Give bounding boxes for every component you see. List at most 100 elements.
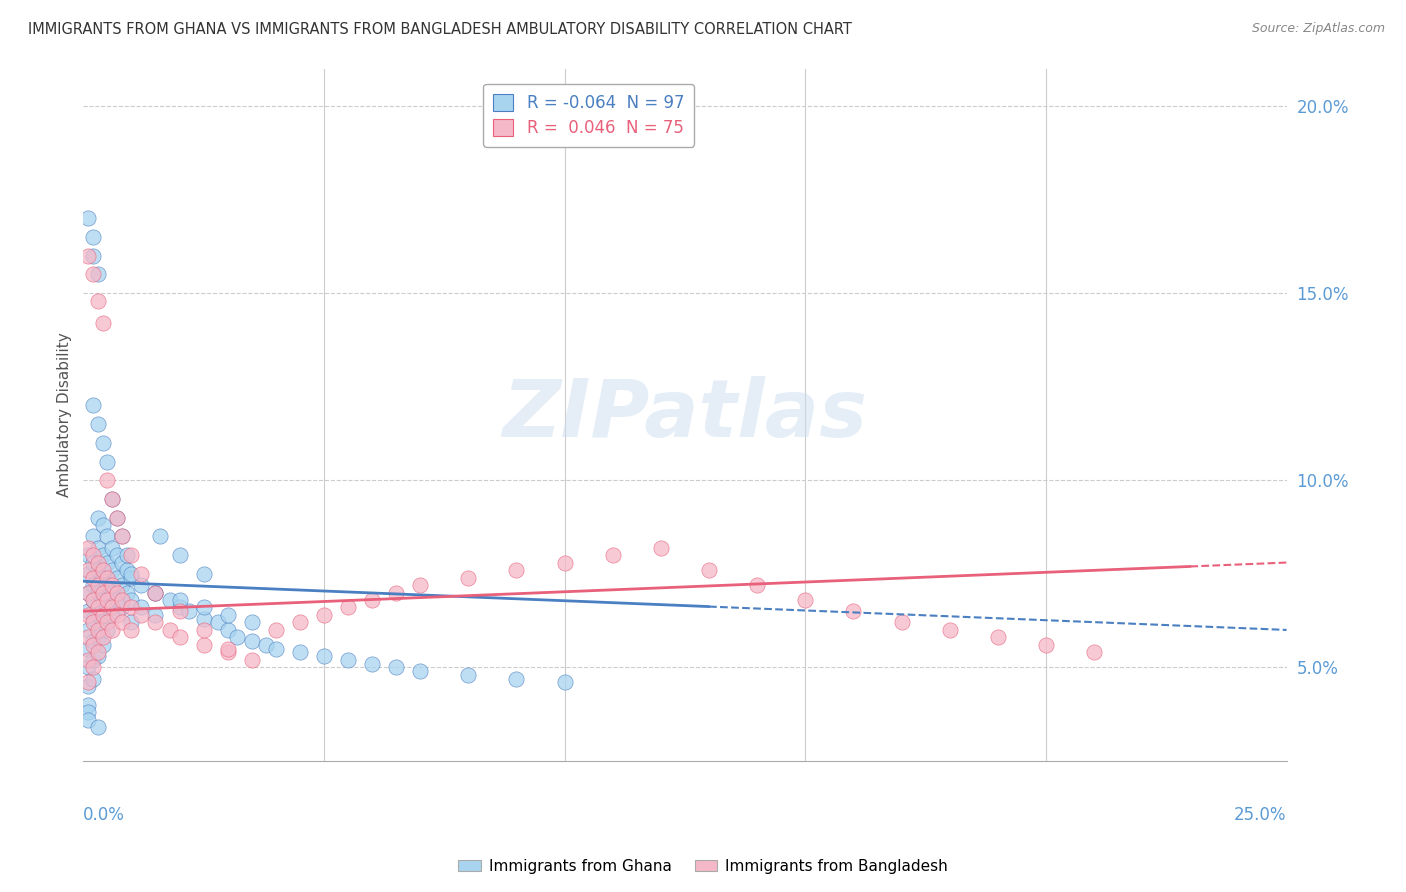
Point <box>288 645 311 659</box>
Point <box>82 638 104 652</box>
Point <box>129 578 152 592</box>
Point <box>111 600 134 615</box>
Point <box>87 645 110 659</box>
Point <box>1083 645 1105 659</box>
Point <box>77 698 100 712</box>
Point <box>226 631 249 645</box>
Point <box>129 600 152 615</box>
Point <box>77 641 100 656</box>
Point <box>938 623 960 637</box>
Point <box>77 541 100 555</box>
Point <box>120 593 142 607</box>
Point <box>77 585 100 599</box>
Point <box>111 615 134 630</box>
Point <box>87 556 110 570</box>
Point <box>87 600 110 615</box>
Text: Source: ZipAtlas.com: Source: ZipAtlas.com <box>1251 22 1385 36</box>
Point <box>337 600 360 615</box>
Point <box>457 570 479 584</box>
Point <box>1035 638 1057 652</box>
Point <box>385 585 408 599</box>
Point <box>91 570 114 584</box>
Point <box>77 563 100 577</box>
Point <box>82 398 104 412</box>
Point <box>361 657 384 671</box>
Point <box>82 578 104 592</box>
Point <box>145 585 167 599</box>
Point <box>337 653 360 667</box>
Point <box>96 593 118 607</box>
Point <box>77 713 100 727</box>
Point <box>105 607 128 622</box>
Point <box>240 615 263 630</box>
Point <box>82 615 104 630</box>
Point <box>82 660 104 674</box>
Point <box>82 634 104 648</box>
Point <box>91 585 114 599</box>
Point <box>111 578 134 592</box>
Point <box>169 631 191 645</box>
Point <box>193 638 215 652</box>
Text: ZIPatlas: ZIPatlas <box>502 376 868 454</box>
Point <box>457 668 479 682</box>
Point <box>111 529 134 543</box>
Point <box>82 593 104 607</box>
Point <box>82 529 104 543</box>
Point <box>87 510 110 524</box>
Point <box>105 510 128 524</box>
Point <box>105 593 128 607</box>
Point <box>240 653 263 667</box>
Point <box>169 548 191 562</box>
Point <box>87 417 110 431</box>
Point <box>91 548 114 562</box>
Point <box>111 593 134 607</box>
Point <box>101 623 124 637</box>
Point <box>505 672 527 686</box>
Point <box>87 563 110 577</box>
Point <box>91 435 114 450</box>
Point <box>77 631 100 645</box>
Point <box>77 249 100 263</box>
Point <box>794 593 817 607</box>
Point <box>91 631 114 645</box>
Point <box>111 556 134 570</box>
Point <box>91 607 114 622</box>
Point <box>217 623 239 637</box>
Point <box>697 563 720 577</box>
Point <box>254 638 277 652</box>
Point <box>602 548 624 562</box>
Point <box>105 585 128 599</box>
Point <box>129 607 152 622</box>
Point <box>264 641 287 656</box>
Point <box>82 548 104 562</box>
Point <box>91 593 114 607</box>
Point <box>105 548 128 562</box>
Point <box>77 623 100 637</box>
Point <box>193 623 215 637</box>
Point <box>91 563 114 577</box>
Point <box>87 607 110 622</box>
Point <box>193 612 215 626</box>
Point <box>129 566 152 581</box>
Point <box>87 631 110 645</box>
Point <box>361 593 384 607</box>
Point <box>87 578 110 592</box>
Point <box>77 548 100 562</box>
Point <box>91 615 114 630</box>
Point <box>77 211 100 226</box>
Point <box>312 649 335 664</box>
Point <box>96 600 118 615</box>
Point <box>115 548 138 562</box>
Point <box>96 473 118 487</box>
Text: IMMIGRANTS FROM GHANA VS IMMIGRANTS FROM BANGLADESH AMBULATORY DISABILITY CORREL: IMMIGRANTS FROM GHANA VS IMMIGRANTS FROM… <box>28 22 852 37</box>
Point <box>87 293 110 308</box>
Point <box>120 566 142 581</box>
Point <box>145 585 167 599</box>
Point <box>96 529 118 543</box>
Point <box>115 585 138 599</box>
Point <box>120 623 142 637</box>
Point <box>747 578 769 592</box>
Point <box>169 600 191 615</box>
Point <box>91 316 114 330</box>
Point <box>96 615 118 630</box>
